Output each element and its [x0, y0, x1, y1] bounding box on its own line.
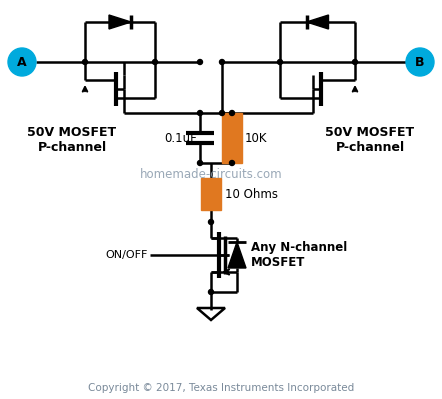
Circle shape [353, 59, 358, 65]
Circle shape [152, 59, 157, 65]
FancyBboxPatch shape [201, 178, 221, 210]
Text: 10 Ohms: 10 Ohms [225, 188, 278, 201]
Text: Copyright © 2017, Texas Instruments Incorporated: Copyright © 2017, Texas Instruments Inco… [88, 383, 354, 393]
Circle shape [8, 48, 36, 76]
Circle shape [229, 111, 235, 115]
Text: 0.1uF: 0.1uF [164, 132, 197, 144]
Circle shape [209, 290, 213, 294]
Polygon shape [109, 15, 131, 29]
Circle shape [220, 111, 225, 115]
Circle shape [209, 219, 213, 225]
Circle shape [83, 59, 88, 65]
Polygon shape [228, 242, 246, 268]
Circle shape [198, 59, 202, 65]
Polygon shape [306, 15, 328, 29]
Text: A: A [17, 55, 27, 69]
Text: 50V MOSFET
P-channel: 50V MOSFET P-channel [27, 126, 117, 154]
Circle shape [229, 160, 235, 166]
Circle shape [406, 48, 434, 76]
Text: 10K: 10K [245, 132, 267, 144]
FancyBboxPatch shape [222, 113, 242, 163]
Circle shape [220, 59, 225, 65]
Text: homemade-circuits.com: homemade-circuits.com [140, 168, 282, 182]
Text: ON/OFF: ON/OFF [106, 250, 148, 260]
Circle shape [198, 160, 202, 166]
Circle shape [278, 59, 282, 65]
Text: B: B [415, 55, 425, 69]
Text: 50V MOSFET
P-channel: 50V MOSFET P-channel [325, 126, 415, 154]
Circle shape [198, 111, 202, 115]
Text: Any N-channel
MOSFET: Any N-channel MOSFET [251, 241, 347, 269]
